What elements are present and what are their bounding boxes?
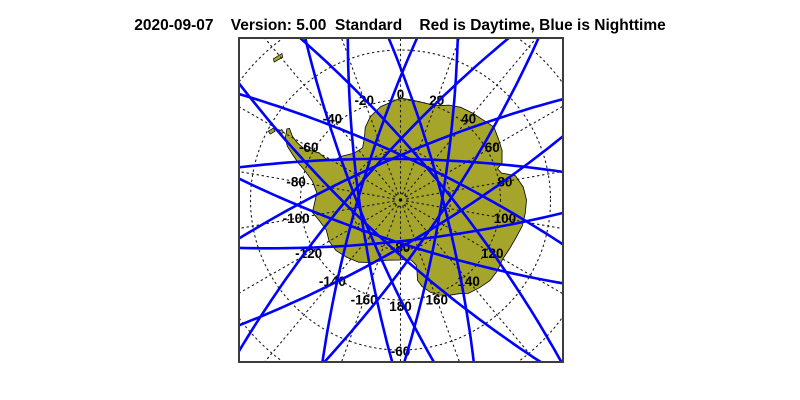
meridian-line: [239, 106, 396, 198]
longitude-label: -80: [286, 174, 306, 189]
longitude-label: -160: [351, 292, 378, 307]
ground-track-nighttime: [239, 97, 563, 241]
longitude-label: -60: [299, 140, 319, 155]
ground-track-nighttime: [239, 38, 511, 354]
meridian-line: [405, 105, 563, 198]
meridian-line: [402, 205, 461, 362]
longitude-label: 160: [426, 292, 449, 307]
meridian-line: [239, 202, 396, 294]
ground-track-nighttime: [403, 38, 460, 362]
graticule-layer: [239, 38, 563, 362]
longitude-label: 60: [485, 140, 500, 155]
land-island: [267, 127, 276, 135]
ground-track-nighttime: [387, 38, 476, 362]
ground-track-nighttime: [239, 92, 563, 246]
ground-track-nighttime: [298, 38, 563, 362]
meridian-line: [406, 170, 563, 200]
meridian-line: [402, 38, 461, 195]
longitude-label: -100: [283, 211, 310, 226]
ground-track-nighttime: [239, 211, 563, 250]
south-pole-marker: [398, 198, 403, 202]
meridian-line: [340, 205, 399, 362]
longitude-label: 0: [397, 87, 405, 102]
map-border: [238, 37, 564, 363]
ground-track-nighttime: [322, 38, 540, 362]
meridian-line: [404, 204, 538, 362]
meridian-line: [239, 200, 395, 230]
land-island: [273, 52, 284, 63]
longitude-label: 100: [494, 211, 517, 226]
chart-title: 2020-09-07 Version: 5.00 Standard Red is…: [134, 17, 666, 34]
meridian-line: [404, 38, 538, 196]
longitude-label: -140: [319, 274, 346, 289]
ground-track-nighttime: [239, 177, 563, 285]
longitude-label: 40: [461, 112, 476, 127]
ground-track-nighttime: [239, 81, 544, 362]
track-layer: [239, 38, 563, 362]
meridian-line: [406, 200, 563, 230]
meridian-line: [263, 204, 397, 362]
ground-track-nighttime: [321, 38, 419, 362]
meridian-line: [340, 38, 399, 195]
ground-track-nighttime: [239, 134, 563, 327]
meridian-line: [405, 202, 563, 295]
meridian-line: [239, 170, 395, 200]
